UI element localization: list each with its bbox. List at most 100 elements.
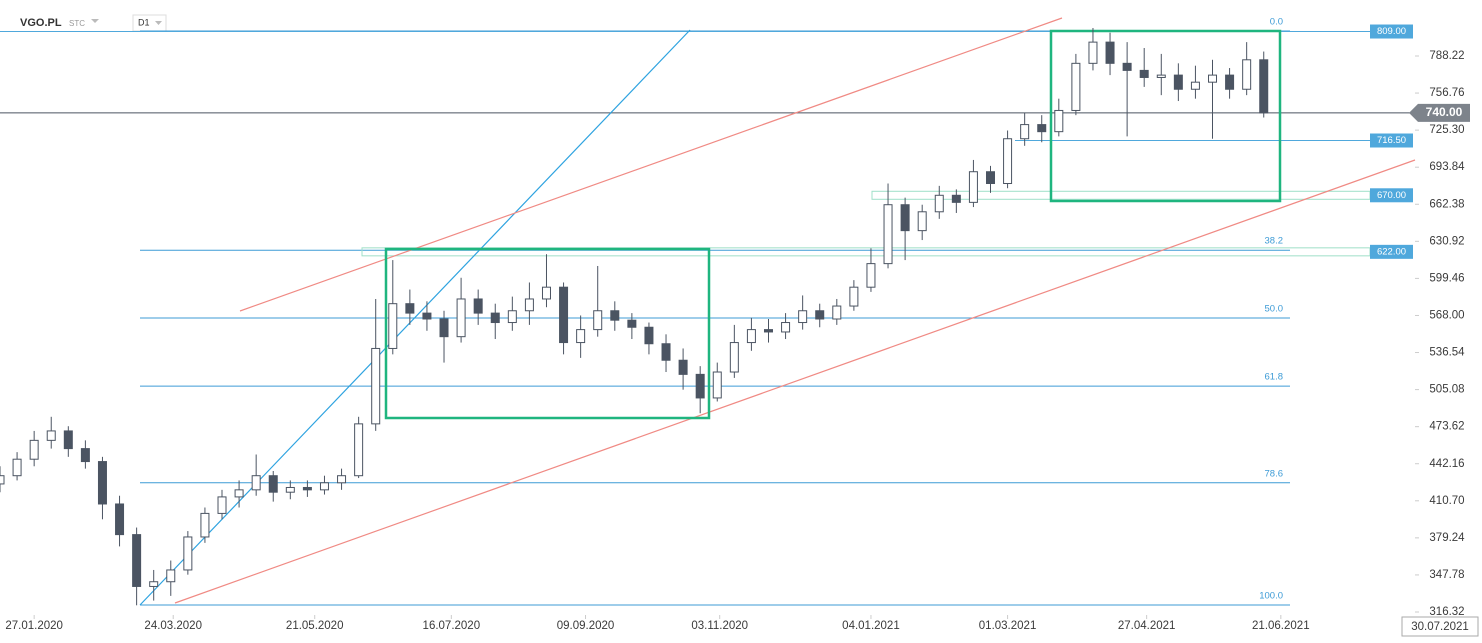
y-tick-label: 536.54 — [1429, 347, 1465, 359]
candle-body — [661, 343, 671, 361]
candle-body — [507, 310, 517, 324]
candle-body — [576, 329, 586, 344]
last-price-tag — [1409, 103, 1470, 122]
level-tag — [1370, 244, 1413, 259]
x-tick-label: 24.03.2020 — [144, 620, 202, 632]
x-tick-label: 27.01.2020 — [5, 620, 63, 632]
y-tick-label: 347.78 — [1429, 569, 1464, 581]
candle-body — [1020, 124, 1030, 140]
candle-body — [337, 475, 347, 484]
candle-body — [1003, 138, 1013, 185]
fib-label: 78.6 — [1265, 468, 1284, 479]
candle-body — [678, 359, 688, 375]
candle-body — [1054, 109, 1064, 133]
x-tick-label: 01.03.2021 — [979, 620, 1037, 632]
candle-body — [12, 458, 22, 477]
channel-line — [239, 17, 1063, 312]
candle-body — [149, 581, 159, 587]
candle-body — [268, 475, 278, 493]
y-tick-label: 473.62 — [1429, 421, 1464, 433]
y-tick-label: 725.30 — [1429, 124, 1464, 136]
candle-body — [422, 312, 432, 320]
candle-body — [473, 298, 483, 314]
candle-body — [80, 448, 90, 463]
candle-body — [695, 373, 705, 399]
level-tag — [1370, 188, 1413, 203]
candle-body — [798, 310, 808, 324]
candle-body — [729, 342, 739, 373]
candle-body — [115, 503, 125, 536]
candle-body — [439, 318, 449, 338]
level-tag — [1370, 24, 1413, 39]
candle-body — [388, 303, 398, 349]
channel-line — [174, 159, 1416, 604]
y-tick-label: 379.24 — [1429, 532, 1465, 544]
level-label: 622.00 — [1377, 246, 1406, 257]
candle-body — [490, 312, 500, 324]
candle-body — [968, 171, 978, 203]
trend-line — [139, 29, 691, 606]
fib-label: 50.0 — [1265, 303, 1284, 314]
fib-label: 0.0 — [1270, 17, 1283, 28]
x-tick-label: 16.07.2020 — [423, 620, 481, 632]
candle-body — [610, 310, 620, 321]
candle-body — [986, 171, 995, 185]
interval: D1 — [138, 17, 150, 27]
y-tick-label: 756.76 — [1429, 87, 1464, 99]
candle-body — [593, 310, 603, 331]
y-tick-label: 442.16 — [1429, 458, 1464, 470]
candle-body — [524, 298, 534, 312]
candle-body — [319, 482, 329, 491]
dropdown-arrow — [155, 21, 162, 25]
candle-body — [712, 371, 722, 399]
candle-body — [1139, 69, 1149, 78]
y-tick-label: 788.22 — [1429, 50, 1464, 62]
dropdown-arrow[interactable] — [91, 19, 99, 23]
fib-label: 100.0 — [1259, 590, 1283, 601]
y-tick-label: 568.00 — [1429, 309, 1464, 321]
candle-body — [97, 461, 107, 505]
candle-body — [541, 286, 551, 300]
x-tick-label: 27.04.2021 — [1118, 620, 1176, 632]
candle-body — [934, 194, 944, 213]
candle-body — [371, 347, 381, 425]
level-label: 809.00 — [1377, 26, 1406, 37]
fib-label: 38.2 — [1265, 236, 1284, 247]
candle-body — [1088, 41, 1098, 64]
candle-body — [951, 194, 961, 203]
x-tick-label: 04.01.2021 — [842, 620, 900, 632]
candle-body — [1208, 74, 1218, 83]
candle-body — [627, 319, 637, 328]
candle-body — [849, 286, 859, 307]
candle-body — [746, 329, 756, 344]
level-label: 670.00 — [1377, 190, 1406, 201]
candle-body — [815, 310, 825, 320]
x-tick-label: 21.05.2020 — [286, 620, 344, 632]
y-tick-label: 662.38 — [1429, 198, 1464, 210]
candle-body — [46, 430, 56, 441]
candle-body — [354, 423, 364, 477]
candle-body — [644, 326, 654, 345]
range-box — [384, 247, 711, 420]
candle-body — [1037, 124, 1047, 133]
range-box — [1049, 29, 1282, 203]
candle-body — [559, 286, 569, 344]
exchange: STC — [69, 19, 85, 28]
y-tick-label: 630.92 — [1429, 235, 1464, 247]
candle-body — [1242, 59, 1252, 90]
candle-body — [456, 298, 466, 338]
fib-label: 61.8 — [1265, 372, 1284, 383]
candle-body — [29, 439, 39, 460]
candle-body — [166, 569, 176, 583]
candle-body — [763, 329, 773, 333]
candle-body — [217, 496, 227, 514]
level-label: 716.50 — [1377, 135, 1406, 146]
candle-body — [900, 204, 910, 232]
candle-body — [285, 486, 295, 493]
x-tick-label: 03.11.2020 — [691, 620, 748, 632]
candle-body — [63, 430, 73, 450]
symbol: VGO.PL — [20, 17, 62, 29]
candle-body — [832, 305, 842, 320]
candle-body — [1122, 62, 1132, 71]
y-tick-label: 316.32 — [1429, 606, 1464, 618]
